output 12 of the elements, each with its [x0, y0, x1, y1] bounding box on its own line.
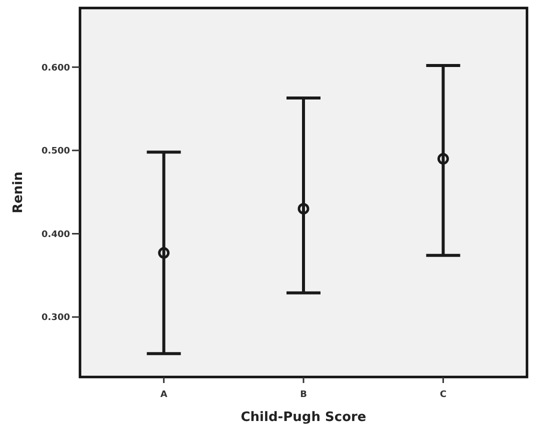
x-tick-label: C	[440, 390, 447, 400]
x-axis-title: Child-Pugh Score	[240, 410, 366, 425]
point	[298, 202, 310, 214]
y-tick-label: 0.600	[42, 63, 70, 74]
x-tick-label: B	[300, 390, 308, 400]
y-axis-title: Renin	[11, 172, 26, 214]
y-tick-label: 0.400	[42, 230, 70, 240]
point	[437, 153, 449, 165]
y-tick-label: 0.300	[42, 313, 70, 324]
y-tick-label: 0.500	[42, 146, 70, 157]
x-tick-label: A	[160, 390, 168, 400]
point	[158, 247, 170, 259]
